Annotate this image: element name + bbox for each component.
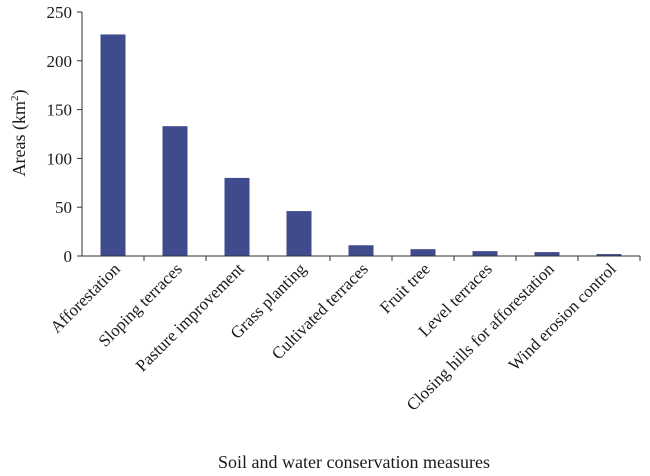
x-axis-title: Soil and water conservation measures	[218, 452, 490, 472]
bar-sloping-terraces	[162, 126, 188, 256]
bar-fruit-tree	[410, 249, 436, 256]
y-tick-label: 50	[55, 198, 72, 217]
plot-area	[100, 34, 622, 256]
x-tick-label: Pasture improvement	[132, 259, 248, 375]
bar-pasture-improvement	[224, 177, 250, 256]
y-tick-label: 100	[47, 149, 73, 168]
bar-grass-planting	[286, 211, 312, 256]
y-tick-label: 250	[47, 3, 73, 22]
y-tick-label: 0	[64, 247, 73, 266]
x-tick-label: Wind erosion control	[505, 259, 620, 374]
bar-level-terraces	[472, 251, 498, 256]
bar-closing-hills-for-afforestation	[534, 252, 560, 256]
y-axis-title: Areas (km2)	[9, 90, 30, 177]
y-tick-label: 150	[47, 101, 73, 120]
y-axis-title-main: Areas (km	[9, 101, 30, 176]
bar-cultivated-terraces	[348, 245, 374, 256]
y-axis-title-superscript: 2	[9, 96, 21, 102]
y-tick-label: 200	[47, 52, 73, 71]
bar-wind-erosion-control	[596, 254, 622, 256]
x-tick-label: Fruit tree	[376, 259, 434, 317]
y-axis-title-close: )	[9, 90, 30, 96]
bar-afforestation	[100, 34, 126, 256]
y-axis: 0 50 100 150 200 250	[47, 3, 83, 266]
